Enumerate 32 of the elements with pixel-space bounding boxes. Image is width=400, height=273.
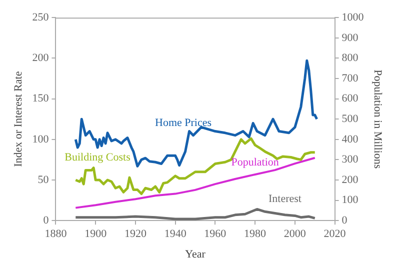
- x-tick-label: 1960: [204, 228, 227, 240]
- y-tick-label: 50: [38, 174, 50, 186]
- y2-tick-label: 1000: [342, 11, 364, 24]
- y-tick-label: 250: [32, 11, 50, 24]
- y2-tick-label: 700: [342, 72, 359, 84]
- x-tick-label: 1880: [44, 228, 68, 240]
- y2-tick-label: 500: [342, 112, 359, 125]
- y2-axis-title: Population in Millions: [372, 70, 384, 169]
- y2-tick-label: 100: [342, 194, 359, 206]
- y2-tick-label: 300: [342, 154, 359, 166]
- y2-tick-label: 400: [342, 133, 359, 146]
- x-tick-label: 1940: [164, 228, 187, 240]
- x-tick-label: 1980: [244, 228, 267, 240]
- y-tick-label: 100: [32, 133, 50, 146]
- y2-tick-label: 800: [342, 52, 359, 64]
- y2-tick-label: 900: [342, 32, 359, 44]
- series-label: Interest: [268, 192, 302, 205]
- y-tick-label: 150: [32, 92, 50, 105]
- x-tick-label: 2020: [324, 228, 346, 240]
- x-tick-label: 2000: [284, 228, 306, 240]
- y-tick-label: 0: [43, 214, 50, 226]
- series-label: Building Costs: [64, 152, 130, 164]
- x-tick-label: 1920: [124, 228, 147, 240]
- x-axis-title: Year: [185, 248, 206, 260]
- y-tick-label: 200: [32, 52, 50, 64]
- x-tick-label: 1900: [84, 228, 108, 240]
- y-axis-title: Index or Interest Rate: [12, 71, 24, 167]
- series-label: Home Prices: [155, 117, 212, 130]
- series-label: Population: [231, 156, 280, 168]
- y2-tick-label: 600: [342, 92, 359, 105]
- y2-tick-label: 0: [342, 214, 348, 226]
- y2-tick-label: 200: [342, 174, 359, 186]
